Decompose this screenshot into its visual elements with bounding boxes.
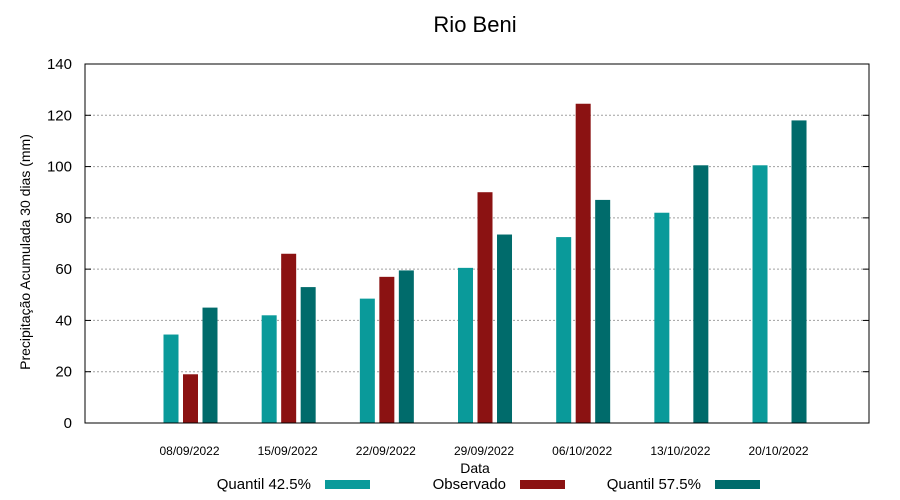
bar [359,298,375,423]
y-tick-label: 80 [55,210,72,227]
plot-frame [84,63,870,424]
bar [693,165,709,423]
legend-label: Quantil 57.5% [607,476,701,493]
bar [281,253,297,423]
legend-label: Quantil 42.5% [217,476,311,493]
y-tick-label: 0 [64,415,72,432]
bar [202,307,218,423]
x-tick-label: 08/09/2022 [159,444,219,458]
bar [183,374,198,423]
grid [85,114,869,373]
y-tick-label: 120 [47,107,72,124]
x-tick-label: 13/10/2022 [650,444,710,458]
x-axis-label: Data [460,460,490,476]
bar [556,237,572,423]
bar [595,199,611,423]
legend-swatch [715,480,760,489]
y-axis-label: Precipitação Acumulada 30 dias (mm) [17,134,33,370]
bar [379,276,395,423]
y-tick-label: 100 [47,159,72,176]
bars [163,103,807,424]
bar [300,287,316,423]
x-tick-label: 29/09/2022 [454,444,514,458]
legend-swatch [520,480,565,489]
bar [791,120,807,424]
y-tick-label: 20 [55,364,72,381]
bar [654,212,670,423]
bar [575,103,591,423]
x-tick-label: 22/09/2022 [356,444,416,458]
x-tick-label: 15/09/2022 [258,444,318,458]
y-tick-label: 40 [55,312,72,329]
y-ticks: 0 20 40 60 80 100 120 140 [47,56,869,432]
bar [261,315,277,423]
bar [497,234,513,423]
bar [477,192,493,423]
legend: Quantil 42.5% Observado Quantil 57.5% [217,476,760,493]
legend-swatch [325,480,370,489]
x-tick-label: 20/10/2022 [748,444,808,458]
bar [458,267,474,423]
legend-label: Observado [433,476,506,493]
x-ticks: 08/09/2022 15/09/2022 22/09/2022 29/09/2022… [159,444,808,458]
bar [163,334,179,423]
bar [752,165,768,423]
y-tick-label: 140 [47,56,72,73]
x-tick-label: 06/10/2022 [552,444,612,458]
y-tick-label: 60 [55,261,72,278]
bar [398,270,414,423]
chart-title: Rio Beni [433,12,516,37]
